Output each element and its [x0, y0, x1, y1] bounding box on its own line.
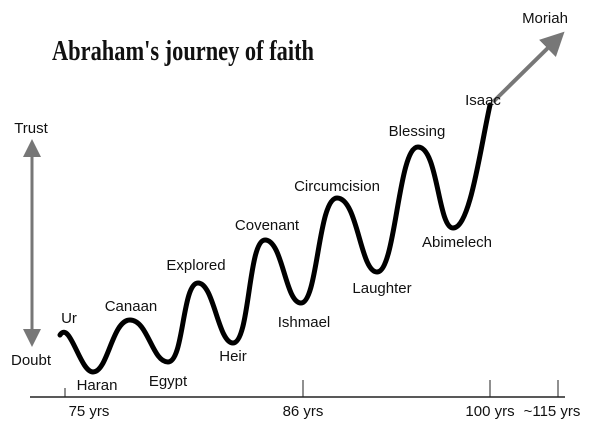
milestone: Covenant: [235, 217, 300, 234]
milestone: Laughter: [352, 280, 411, 297]
time-label: ~115 yrs: [524, 403, 581, 420]
milestone: Explored: [166, 257, 225, 274]
milestone: Canaan: [105, 298, 158, 315]
time-label: 75 yrs: [69, 403, 110, 420]
milestone: Blessing: [389, 123, 446, 140]
title: Abraham's journey of faith: [52, 35, 314, 67]
milestone: Moriah: [522, 10, 568, 27]
milestone: Isaac: [465, 92, 501, 109]
time-label: 86 yrs: [283, 403, 324, 420]
milestone: Ishmael: [278, 314, 331, 331]
milestone: Egypt: [149, 373, 188, 390]
milestone: Heir: [219, 348, 247, 365]
faith-wave: [57, 102, 493, 375]
moriah-arrow: [491, 31, 565, 104]
milestone: Ur: [61, 310, 77, 327]
milestone: Circumcision: [294, 178, 380, 195]
time-label: 100 yrs: [465, 403, 514, 420]
milestones: Ur Haran Canaan Egypt Explored Heir Cove…: [61, 10, 568, 394]
scale-top: Trust: [14, 120, 48, 137]
milestone: Abimelech: [422, 234, 492, 251]
milestone: Haran: [77, 377, 118, 394]
scale-bottom: Doubt: [11, 352, 52, 369]
